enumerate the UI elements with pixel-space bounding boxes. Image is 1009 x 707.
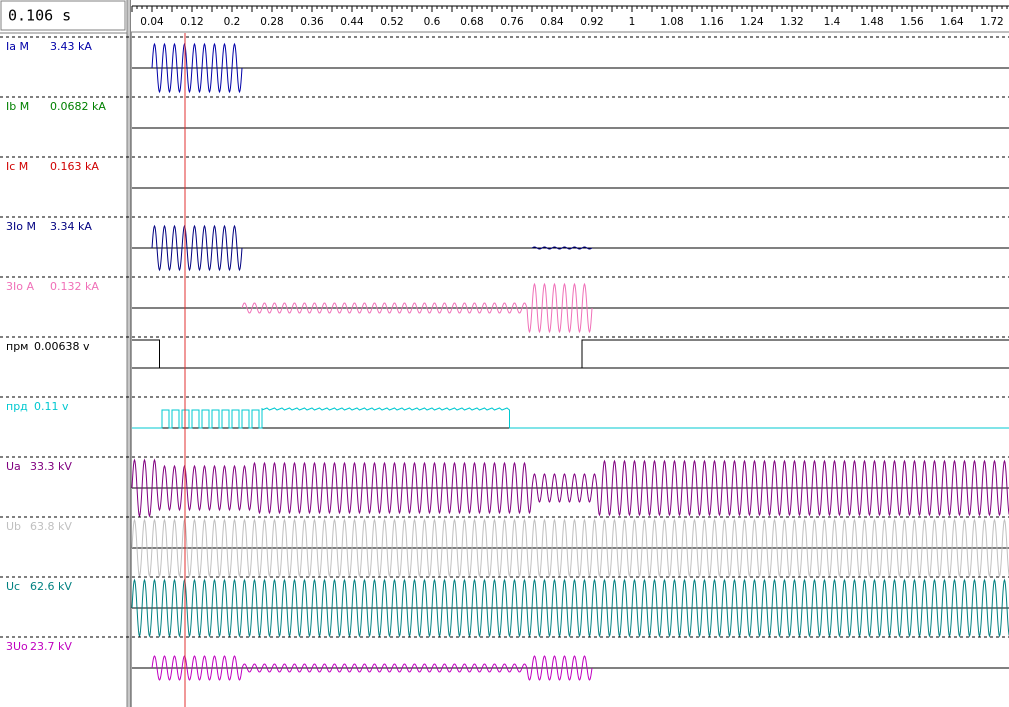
channel-value: 63.8 kV (30, 520, 72, 533)
cursor-time: 0.106 s (8, 7, 71, 25)
channel-value: 0.163 kA (50, 160, 99, 173)
time-tick-label: 0.6 (424, 16, 441, 28)
time-tick-label: 1.16 (700, 16, 724, 28)
channel-name: Ub (6, 520, 21, 533)
time-tick-label: 0.28 (260, 16, 283, 28)
waveform (131, 518, 1009, 578)
time-axis (131, 0, 1009, 32)
channel-value: 0.00638 v (34, 340, 90, 353)
time-tick-label: 0.12 (180, 16, 203, 28)
time-tick-label: 1.08 (660, 16, 683, 28)
waveform (131, 578, 1009, 638)
time-tick-label: 0.76 (500, 16, 524, 28)
time-tick-label: 0.44 (340, 16, 364, 28)
time-tick-label: 0.84 (540, 16, 564, 28)
time-tick-label: 1.32 (780, 16, 803, 28)
channel-name: Ib M (6, 100, 29, 113)
time-tick-label: 0.36 (300, 16, 324, 28)
splitter (127, 0, 131, 707)
channel-value: 0.11 v (34, 400, 69, 413)
time-tick-label: 0.2 (224, 16, 241, 28)
waveform (132, 407, 1009, 429)
time-tick-label: 1 (629, 16, 636, 28)
channel-name: Ia M (6, 40, 29, 53)
channel-name: Ic M (6, 160, 28, 173)
channel-value: 23.7 kV (30, 640, 72, 653)
waveform (151, 224, 593, 272)
time-tick-label: 0.92 (580, 16, 603, 28)
channel-name: Ua (6, 460, 21, 473)
label-panel (0, 0, 127, 707)
channel-name: прм (6, 340, 28, 353)
waveform (151, 655, 593, 681)
channel-name: 3Uo (6, 640, 28, 653)
channel-name: 3Io M (6, 220, 36, 233)
channel-value: 0.132 kA (50, 280, 99, 293)
channel-value: 62.6 kV (30, 580, 72, 593)
time-tick-label: 1.64 (940, 16, 964, 28)
time-tick-label: 1.72 (980, 16, 1003, 28)
channel-value: 33.3 kV (30, 460, 72, 473)
waveform (151, 42, 243, 94)
time-tick-label: 0.04 (140, 16, 164, 28)
waveform (241, 282, 593, 334)
channel-value: 3.43 kA (50, 40, 92, 53)
waveform (132, 339, 1009, 368)
time-tick-label: 0.52 (380, 16, 403, 28)
time-tick-label: 1.24 (740, 16, 764, 28)
channel-value: 3.34 kA (50, 220, 92, 233)
channel-name: прд (6, 400, 28, 413)
channel-value: 0.0682 kA (50, 100, 106, 113)
channel-name: Uc (6, 580, 20, 593)
channel-name: 3Io A (6, 280, 34, 293)
time-tick-label: 1.4 (824, 16, 841, 28)
time-tick-label: 1.56 (900, 16, 924, 28)
time-tick-label: 1.48 (860, 16, 883, 28)
time-tick-label: 0.68 (460, 16, 483, 28)
waveform (131, 458, 1009, 518)
cursor-box (0, 0, 126, 31)
